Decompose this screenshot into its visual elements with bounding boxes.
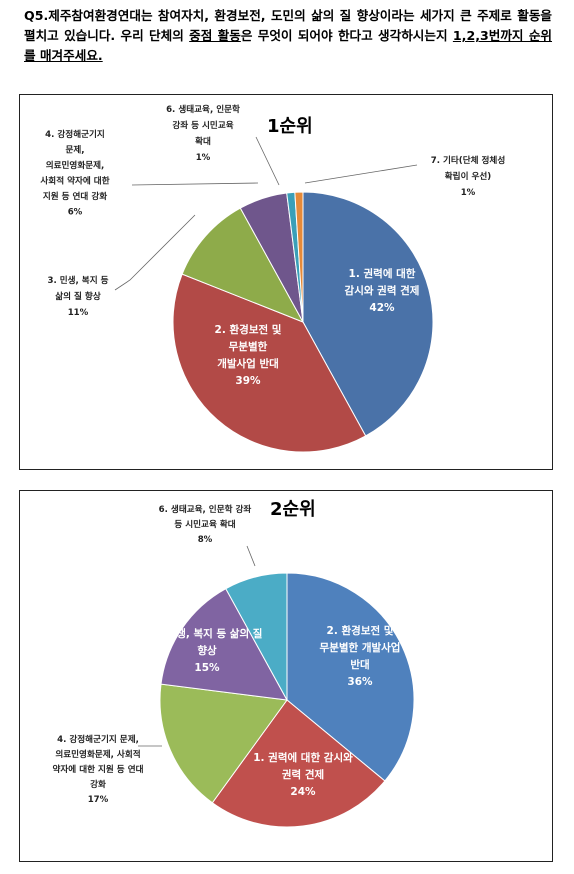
slice-label-3: 3. 민생, 복지 등 삶의 질 향상 11%	[47, 274, 108, 318]
slice-label-4: 3. 민생, 복지 등 삶의 질 향상 15%	[152, 627, 263, 674]
pie-slice-6	[294, 191, 304, 323]
chart-title: 2순위	[270, 499, 316, 520]
pie-chart-rank-1: 1순위 1. 권력에 대한 감시와 권력 견제 42% 2. 환경보전 및 무분별한 개발…	[40, 103, 505, 453]
pie-chart-rank-2: 2순위 2. 환경보전 및 무분별한 개발사업 반대 36% 1. 권력에 대한 감시와…	[52, 499, 415, 828]
leader-line-3	[114, 214, 196, 291]
pie-slice-5	[225, 572, 288, 701]
slice-label-2: 2. 환경보전 및 무분별한 개발사업 반대 39%	[215, 323, 282, 387]
pie-slice-3	[181, 207, 305, 323]
question-part-1: Q5.제주참여환경연대는 참여자치, 환경보전, 도민의 삶의 질 향상이라는 …	[24, 8, 552, 43]
pie-slice-1	[286, 572, 415, 782]
pie-slice-1	[302, 191, 434, 437]
leader-lines	[114, 136, 418, 291]
slice-label-2: 1. 권력에 대한 감시와 권력 견제 24%	[253, 751, 353, 798]
leader-lines	[138, 545, 256, 747]
question-text: Q5.제주참여환경연대는 참여자치, 환경보전, 도민의 삶의 질 향상이라는 …	[24, 6, 552, 66]
leader-line-6	[304, 164, 418, 184]
leader-line-5	[255, 136, 280, 186]
pie-slice-2	[211, 699, 386, 828]
slice-label-5: 6. 생태교육, 인문학 강좌 등 시민교육 확대 8%	[159, 503, 252, 545]
slice-labels: 2. 환경보전 및 무분별한 개발사업 반대 36% 1. 권력에 대한 감시와 권력 견…	[52, 503, 400, 805]
slice-label-4: 4. 강정해군기지 문제, 의료민영화문제, 사회적 약자에 대한 지원 등 연대 강화…	[40, 128, 109, 218]
pie-slice-2	[172, 273, 367, 453]
leader-line-5	[246, 545, 256, 567]
chart-title: 1순위	[267, 116, 313, 137]
pie-slices	[159, 572, 415, 828]
slice-label-6: 7. 기타(단체 정체성 확립이 우선) 1%	[431, 154, 506, 198]
slice-label-5: 6. 생태교육, 인문학 강좌 등 시민교육 확대 1%	[166, 103, 240, 163]
slice-labels: 1. 권력에 대한 감시와 권력 견제 42% 2. 환경보전 및 무분별한 개발사업 반…	[40, 103, 505, 387]
question-emphasis-1: 중점 활동	[189, 28, 241, 43]
slice-label-1: 2. 환경보전 및 무분별한 개발사업 반대 36%	[320, 624, 401, 688]
pie-slice-3	[159, 683, 288, 804]
leader-line-4	[131, 182, 259, 186]
slice-label-1: 1. 권력에 대한 감시와 권력 견제 42%	[345, 267, 420, 314]
chart-panel-rank-1: 1순위 1. 권력에 대한 감시와 권력 견제 42% 2. 환경보전 및 무분별한 개발…	[19, 94, 553, 470]
pie-slices	[172, 191, 434, 453]
question-part-2: 은 무엇이 되어야 한다고 생각하시는지	[240, 28, 453, 43]
pie-slice-4	[160, 588, 288, 701]
slice-label-3: 4. 강정해군기지 문제, 의료민영화문제, 사회적 약자에 대한 지원 등 연대 강…	[52, 733, 143, 805]
question-emphasis-2: 1,2,3번까지 순위를 매겨주세요.	[24, 28, 553, 63]
chart-panel-rank-2: 2순위 2. 환경보전 및 무분별한 개발사업 반대 36% 1. 권력에 대한 감시와…	[19, 490, 553, 862]
